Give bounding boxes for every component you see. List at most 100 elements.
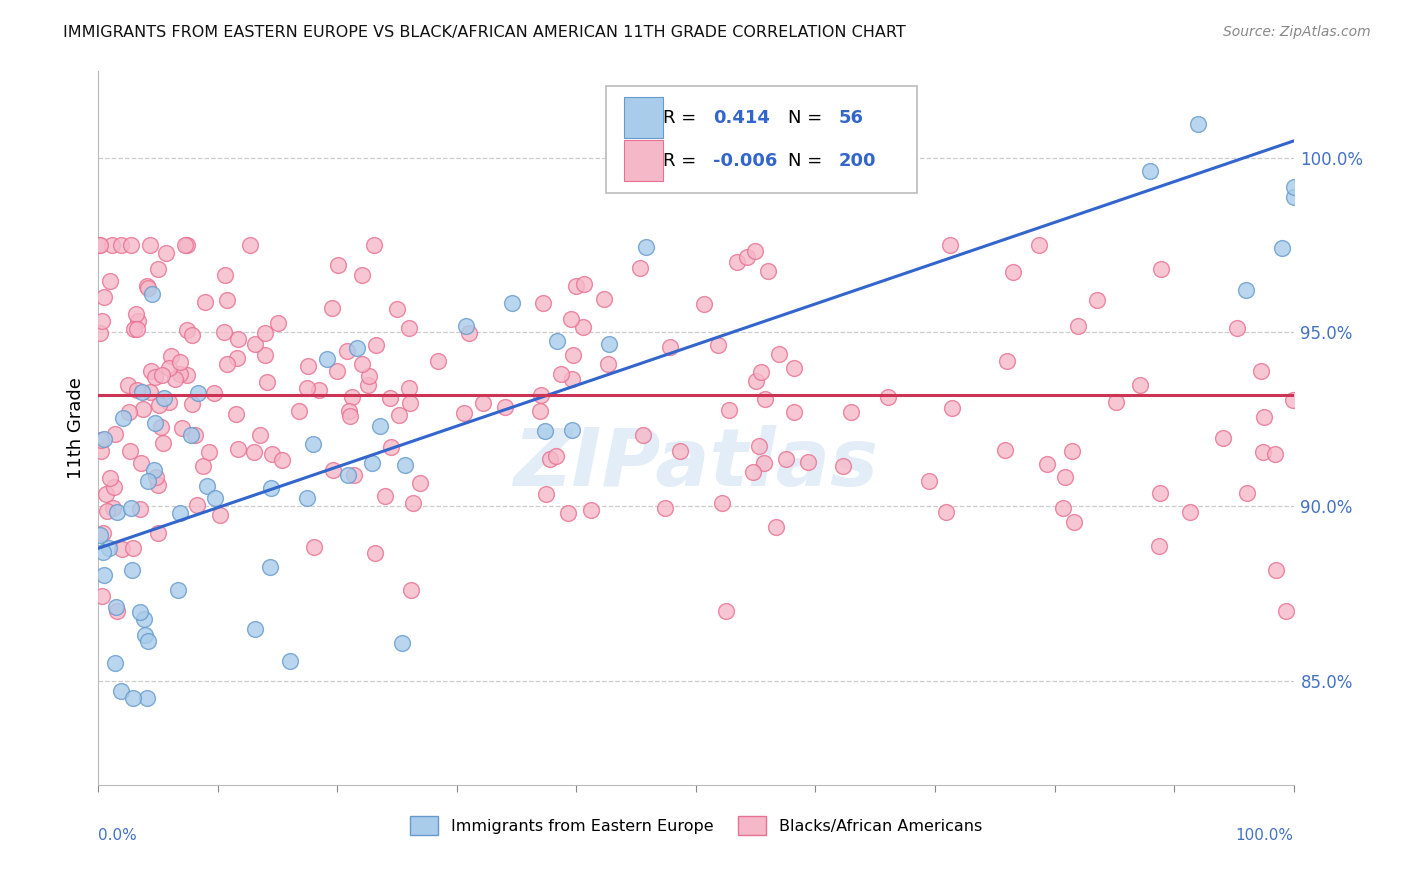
Point: [564, 278, 586, 293]
Point: [128, 605, 150, 619]
Point: [214, 268, 236, 283]
Text: 56: 56: [838, 109, 863, 127]
Point: [1282, 392, 1305, 407]
Point: [756, 264, 779, 278]
Point: [127, 321, 149, 335]
Point: [783, 405, 806, 419]
Point: [146, 478, 169, 492]
Point: [225, 351, 247, 366]
Point: [530, 388, 553, 402]
Point: [101, 501, 124, 516]
Point: [308, 383, 330, 397]
Point: [139, 238, 162, 252]
Point: [994, 443, 1017, 458]
Point: [110, 238, 132, 252]
Point: [501, 295, 523, 310]
Point: [457, 326, 479, 340]
Point: [125, 308, 148, 322]
Point: [391, 636, 413, 650]
Y-axis label: 11th Grade: 11th Grade: [66, 377, 84, 479]
Point: [176, 323, 198, 337]
Point: [572, 277, 595, 292]
Point: [118, 405, 141, 419]
Text: -0.006: -0.006: [713, 152, 778, 169]
Point: [93, 290, 115, 304]
Point: [191, 459, 214, 474]
Point: [270, 453, 292, 467]
Point: [94, 487, 117, 501]
Point: [745, 374, 768, 388]
Point: [253, 326, 276, 340]
Point: [328, 258, 350, 272]
Point: [783, 361, 806, 376]
Point: [89, 326, 111, 340]
Point: [125, 383, 148, 397]
Point: [256, 376, 278, 390]
Point: [111, 541, 134, 556]
Point: [346, 341, 368, 355]
Point: [254, 348, 277, 362]
Point: [89, 238, 111, 252]
Point: [295, 491, 318, 505]
Point: [105, 504, 128, 518]
Point: [997, 354, 1019, 368]
Point: [1187, 117, 1209, 131]
Point: [352, 268, 374, 282]
Point: [122, 321, 145, 335]
Point: [659, 340, 682, 354]
Text: N =: N =: [787, 152, 828, 169]
Point: [136, 279, 159, 293]
Point: [165, 372, 187, 386]
Point: [918, 474, 941, 488]
Point: [217, 293, 239, 307]
Point: [186, 498, 208, 512]
Point: [399, 583, 422, 598]
Point: [598, 337, 620, 351]
Point: [546, 334, 568, 348]
Point: [1150, 262, 1173, 277]
Point: [775, 451, 797, 466]
Point: [134, 628, 156, 642]
Point: [1036, 457, 1059, 471]
Point: [592, 293, 614, 307]
Point: [1251, 445, 1274, 459]
Point: [90, 434, 112, 448]
Point: [326, 363, 349, 377]
Point: [225, 407, 247, 421]
Point: [295, 381, 318, 395]
Point: [768, 347, 790, 361]
Point: [209, 508, 232, 522]
Point: [101, 238, 124, 252]
Point: [385, 301, 408, 316]
Point: [357, 368, 380, 383]
Point: [127, 314, 149, 328]
Point: [538, 451, 561, 466]
Point: [1264, 447, 1286, 461]
Point: [1105, 395, 1128, 409]
Point: [1250, 364, 1272, 378]
Point: [260, 446, 283, 460]
Point: [572, 320, 595, 334]
Point: [1282, 180, 1305, 194]
Point: [104, 427, 127, 442]
Point: [121, 541, 143, 555]
Point: [1052, 501, 1074, 516]
Point: [249, 427, 271, 442]
Point: [121, 690, 143, 705]
Point: [1265, 563, 1288, 577]
Point: [148, 398, 170, 412]
Point: [105, 604, 128, 618]
Point: [1234, 283, 1257, 297]
Point: [316, 351, 339, 366]
Point: [202, 386, 225, 401]
Point: [877, 390, 900, 404]
Text: R =: R =: [662, 109, 702, 127]
Point: [145, 417, 167, 431]
Text: IMMIGRANTS FROM EASTERN EUROPE VS BLACK/AFRICAN AMERICAN 11TH GRADE CORRELATION : IMMIGRANTS FROM EASTERN EUROPE VS BLACK/…: [63, 25, 905, 40]
Point: [337, 468, 360, 483]
Point: [1062, 443, 1084, 458]
Point: [388, 408, 411, 422]
Point: [1178, 505, 1201, 519]
Point: [1282, 190, 1305, 204]
Point: [187, 386, 209, 401]
